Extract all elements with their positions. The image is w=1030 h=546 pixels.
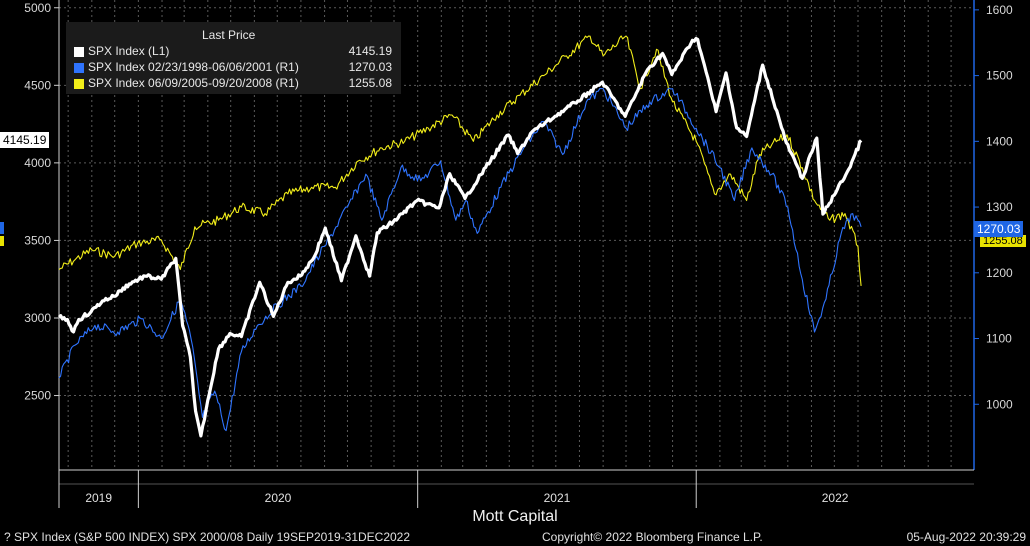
series-line-1: [58, 87, 862, 432]
series-lines: [57, 35, 863, 438]
last-price-tag-right-blue: 1270.03: [974, 221, 1024, 237]
right-axis-ticks: 1000 1100 1200 1300 1400 1500 1600: [974, 3, 1013, 411]
x-axis-ticks: 2019 2020 2021 2022: [58, 470, 849, 508]
series-line-0: [57, 36, 863, 438]
left-tick-label: 3500: [24, 233, 51, 247]
watermark: Mott Capital: [472, 508, 558, 525]
left-tick-label: 4000: [24, 156, 51, 170]
x-tick-label: 2020: [265, 491, 292, 505]
left-axis-ticks: 2500 3000 3500 4000 4500 5000: [24, 1, 59, 403]
right-tick-label: 1500: [986, 69, 1013, 83]
legend-value: 4145.19: [348, 44, 392, 58]
legend-entry-spx-2005: SPX Index 06/09/2005-09/20/2008 (R1) 125…: [74, 76, 398, 91]
footer-copyright: Copyright© 2022 Bloomberg Finance L.P.: [542, 530, 763, 544]
legend-swatch-blue: [74, 63, 84, 73]
legend-label: SPX Index (L1): [88, 44, 170, 58]
legend-value: 1255.08: [348, 76, 392, 90]
left-tick-label: 4500: [24, 78, 51, 92]
series-line-2: [58, 35, 862, 286]
grid-lines: [59, 0, 974, 470]
x-tick-label: 2019: [85, 491, 112, 505]
last-price-tag-left: 4145.19: [0, 132, 50, 148]
legend-entry-spx-l1: SPX Index (L1) 4145.19: [74, 44, 398, 59]
right-tick-label: 1600: [986, 3, 1013, 17]
x-tick-label: 2021: [544, 491, 571, 505]
left-tick-label: 2500: [24, 389, 51, 403]
legend-entry-spx-1998: SPX Index 02/23/1998-06/06/2001 (R1) 127…: [74, 60, 398, 75]
footer-timestamp: 05-Aug-2022 20:39:29: [906, 530, 1026, 544]
left-tick-label: 3000: [24, 311, 51, 325]
legend-value: 1270.03: [348, 60, 392, 74]
legend-header: Last Price: [202, 28, 256, 42]
legend-label: SPX Index 02/23/1998-06/06/2001 (R1): [88, 60, 299, 74]
legend-swatch-white: [74, 47, 84, 57]
right-tick-label: 1000: [986, 397, 1013, 411]
left-marker-yellow: [0, 236, 4, 246]
legend: Last Price SPX Index (L1) 4145.19 SPX In…: [66, 22, 401, 94]
left-tick-label: 5000: [24, 1, 51, 15]
x-tick-label: 2022: [822, 491, 849, 505]
right-tick-label: 1200: [986, 266, 1013, 280]
right-tick-label: 1300: [986, 200, 1013, 214]
legend-swatch-yellow: [74, 79, 84, 89]
left-marker-blue: [0, 222, 4, 234]
right-tick-label: 1400: [986, 134, 1013, 148]
right-tick-label: 1100: [986, 332, 1012, 346]
legend-label: SPX Index 06/09/2005-09/20/2008 (R1): [88, 76, 299, 90]
last-price-tag-right-yellow: 1255.08: [980, 235, 1026, 247]
footer-security-info: ? SPX Index (S&P 500 INDEX) SPX 2000/08 …: [4, 530, 411, 544]
